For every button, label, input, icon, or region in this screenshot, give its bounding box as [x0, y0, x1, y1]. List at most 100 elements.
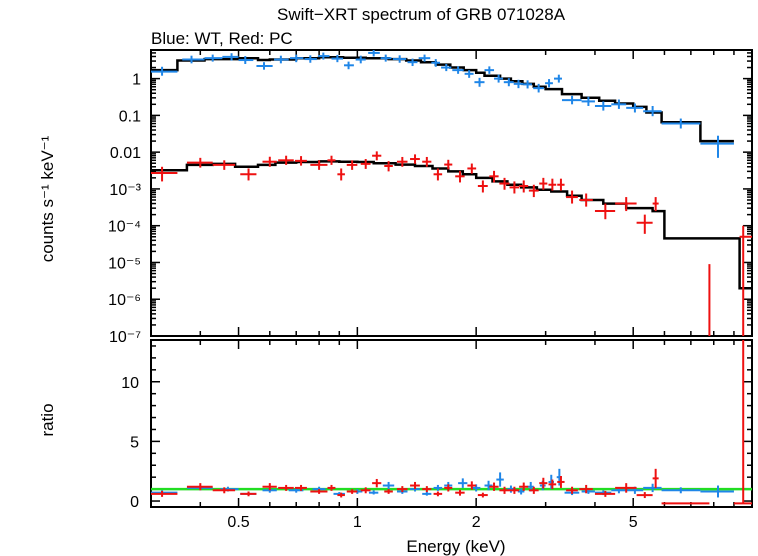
wt-data-point [318, 52, 330, 60]
wt-ratio-point [700, 485, 734, 498]
pc-data-point [444, 159, 453, 170]
wt-data-point [441, 63, 452, 72]
pc-data-point [186, 157, 213, 168]
ratio-y-axis-label: ratio [38, 403, 57, 436]
pc-data-point [477, 180, 488, 193]
wt-data-point [545, 79, 553, 88]
wt-data-point [533, 83, 544, 93]
pc-ratio-point [557, 475, 565, 488]
pc-ratio-point [240, 491, 257, 497]
wt-data-point [554, 74, 562, 83]
pc-data-point [212, 160, 236, 170]
wt-data-point [222, 53, 239, 61]
spectrum-y-axis-label: counts s⁻¹ keV⁻¹ [38, 135, 57, 262]
model-line [151, 56, 734, 143]
pc-ratio-point [372, 478, 382, 488]
pc-ratio-point [396, 486, 408, 493]
pc-ratio-point [151, 490, 178, 497]
pc-ratio-point [733, 340, 752, 505]
wt-data-point [256, 62, 273, 70]
pc-ratio-point [548, 479, 557, 490]
wt-data-point [392, 55, 407, 63]
pc-data-point [278, 155, 294, 165]
pc-data-point [346, 160, 358, 170]
wt-data-point [407, 58, 418, 67]
pc-data-point [579, 193, 593, 207]
y-tick-label: 10⁻³ [109, 182, 141, 199]
wt-ratio-point [422, 491, 432, 496]
model-line [151, 160, 752, 290]
wt-ratio-point [458, 478, 468, 488]
pc-data-point [433, 168, 443, 181]
wt-data-point [204, 54, 223, 62]
pc-ratio-point [652, 468, 659, 488]
wt-data-point [431, 59, 441, 67]
wt-data-point [581, 96, 595, 106]
pc-ratio-point [186, 483, 213, 491]
wt-data-point [523, 80, 532, 89]
wt-data-point [513, 79, 524, 89]
pc-data-point [396, 156, 408, 167]
wt-data-point [368, 50, 380, 57]
pc-data-point [519, 180, 529, 193]
wt-data-point [331, 54, 344, 63]
wt-ratio-point [507, 485, 515, 493]
pc-data-point [422, 156, 432, 167]
pc-data-point [594, 203, 616, 220]
wt-data-point [661, 118, 701, 129]
wt-data-point [452, 66, 464, 74]
pc-ratio-point [346, 489, 358, 494]
pc-ratio-point [615, 483, 637, 493]
x-tick-label: 1 [353, 514, 362, 531]
pc-data-point [240, 168, 257, 181]
wt-data-point [464, 70, 474, 78]
wt-ratio-point [382, 481, 395, 490]
pc-ratio-point [579, 484, 593, 494]
pc-ratio-point [467, 481, 477, 490]
pc-data-point [467, 163, 477, 174]
pc-data-point [557, 178, 565, 191]
wt-ratio-point [368, 490, 379, 495]
pc-data-point [151, 166, 178, 182]
pc-data-point [294, 156, 307, 166]
wt-ratio-point [484, 480, 493, 491]
wt-data-point [380, 54, 392, 62]
ratio-frame [150, 339, 753, 508]
wt-data-point [484, 66, 495, 74]
pc-ratio-point [310, 489, 328, 494]
pc-ratio-point [212, 487, 236, 494]
pc-ratio-point [410, 481, 420, 490]
pc-data-point [499, 177, 510, 190]
ratio-data [151, 340, 752, 505]
wt-ratio-point [496, 472, 504, 487]
pc-data-point [739, 225, 752, 336]
wt-data-point [494, 74, 504, 83]
wt-data-point [643, 105, 662, 117]
wt-ratio-point [517, 488, 525, 495]
pc-data-point [636, 214, 653, 234]
wt-data-point [238, 56, 254, 64]
pc-ratio-point [477, 492, 488, 498]
pc-ratio-point [566, 486, 578, 494]
wt-data-point [418, 54, 431, 62]
y-tick-label: 10⁻⁷ [109, 329, 141, 346]
pc-data-point [528, 184, 539, 198]
pc-data-point [360, 159, 371, 169]
pc-ratio-point [360, 487, 371, 494]
pc-data-point [262, 156, 277, 167]
pc-data-point [310, 160, 328, 170]
y-tick-label: 10⁻⁶ [108, 292, 141, 309]
y-tick-label: 10⁻⁵ [108, 255, 141, 272]
wt-data-point [626, 103, 644, 113]
pc-data-point [327, 155, 336, 165]
wt-data-point [700, 135, 734, 158]
wt-ratio-point [643, 483, 662, 493]
wt-data-point [503, 78, 514, 87]
wt-data-point [304, 55, 317, 63]
spectrum-data [151, 50, 752, 336]
y-tick-label: 5 [130, 434, 139, 451]
y-tick-label: 1 [132, 72, 141, 89]
wt-data-point [561, 95, 582, 105]
pc-data-point [652, 197, 659, 212]
